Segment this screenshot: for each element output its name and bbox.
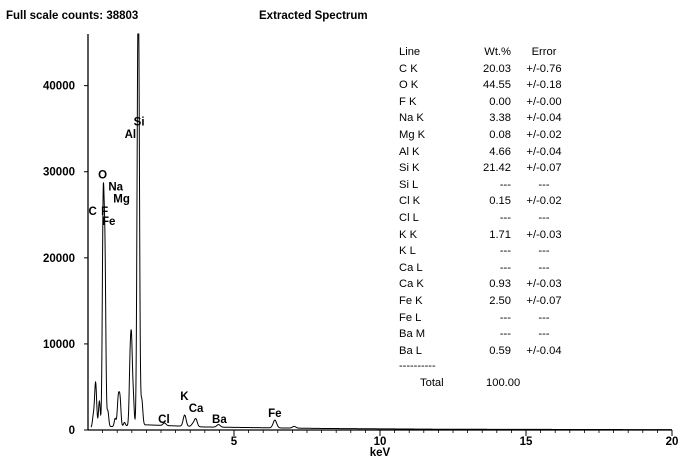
peak-label: O [98, 170, 107, 182]
peak-label: Fe [102, 216, 115, 228]
row-error: --- [538, 178, 550, 191]
row-wt: --- [499, 328, 511, 341]
row-error: +/-0.02 [526, 195, 562, 208]
row-wt: 0.15 [489, 195, 511, 208]
peak-label: Mg [113, 194, 130, 206]
y-tick-label: 0 [69, 425, 75, 437]
row-wt: 20.03 [483, 62, 511, 75]
row-wt: --- [499, 261, 511, 274]
peak-label: Si [134, 116, 145, 128]
row-wt: --- [499, 245, 511, 258]
row-line: Cl L [399, 211, 419, 224]
peak-label: Al [125, 129, 137, 141]
row-error: +/-0.07 [526, 162, 562, 175]
row-wt: 0.00 [489, 95, 511, 108]
peak-label: Ca [189, 403, 204, 415]
row-line: Fe L [399, 311, 422, 324]
row-line: F K [399, 95, 417, 108]
row-line: O K [399, 79, 419, 92]
row-wt: --- [499, 311, 511, 324]
row-error: --- [538, 261, 550, 274]
row-line: K L [399, 245, 416, 258]
x-tick-label: 10 [374, 436, 387, 448]
row-error: +/-0.18 [526, 79, 562, 92]
peak-label: Fe [268, 408, 281, 420]
row-line: Fe K [399, 294, 423, 307]
row-wt: 2.50 [489, 294, 511, 307]
row-wt: 4.66 [489, 145, 511, 158]
total-value: 100.00 [486, 377, 521, 389]
row-error: --- [538, 211, 550, 224]
column-header-line: Line [399, 46, 421, 58]
row-line: Si K [399, 162, 420, 175]
x-tick-label: 20 [666, 436, 679, 448]
column-header-wt: Wt.% [484, 46, 511, 58]
row-wt: 3.38 [489, 112, 511, 125]
row-line: C K [399, 62, 418, 75]
row-line: Si L [399, 178, 419, 191]
row-wt: 0.93 [489, 278, 511, 291]
row-wt: 21.42 [483, 162, 511, 175]
row-error: +/-0.04 [526, 344, 562, 357]
table-separator: ---------- [399, 360, 436, 372]
row-wt: 1.71 [489, 228, 511, 241]
row-error: --- [538, 328, 550, 341]
y-tick-label: 30000 [43, 167, 75, 179]
row-wt: --- [499, 211, 511, 224]
column-header-error: Error [531, 46, 557, 58]
peak-label: K [180, 391, 189, 403]
peak-label: Ba [212, 414, 227, 426]
row-line: Cl K [399, 195, 421, 208]
x-tick-label: 5 [231, 436, 238, 448]
row-line: Ba L [399, 344, 423, 357]
row-error: +/-0.76 [526, 62, 562, 75]
row-error: --- [538, 311, 550, 324]
peak-label: Cl [158, 414, 170, 426]
row-line: Na K [399, 112, 424, 125]
x-tick-label: 15 [520, 436, 533, 448]
row-error: +/-0.02 [526, 128, 562, 141]
row-line: Mg K [399, 128, 426, 141]
row-wt: 44.55 [483, 79, 511, 92]
row-wt: 0.08 [489, 128, 511, 141]
row-line: Ca L [399, 261, 423, 274]
y-tick-label: 40000 [43, 81, 75, 93]
row-error: +/-0.03 [526, 228, 562, 241]
row-error: +/-0.04 [526, 112, 562, 125]
row-line: K K [399, 228, 418, 241]
spectrum-line [90, 33, 672, 431]
row-error: +/-0.03 [526, 278, 562, 291]
total-label: Total [420, 377, 444, 389]
row-line: Ca K [399, 278, 424, 291]
row-line: Ba M [399, 328, 426, 341]
row-wt: --- [499, 178, 511, 191]
y-tick-label: 10000 [43, 339, 75, 351]
row-error: --- [538, 245, 550, 258]
peak-label: C [89, 206, 97, 218]
y-tick-label: 20000 [43, 253, 75, 265]
x-axis-label: keV [370, 447, 391, 457]
full-scale-counts: Full scale counts: 38803 [6, 10, 139, 22]
row-error: +/-0.07 [526, 294, 562, 307]
chart-title: Extracted Spectrum [259, 10, 368, 22]
row-error: +/-0.04 [526, 145, 562, 158]
row-error: +/-0.00 [526, 95, 562, 108]
row-line: Al K [399, 145, 420, 158]
peak-label: F [101, 206, 108, 218]
peak-label: Na [108, 182, 123, 194]
row-wt: 0.59 [489, 344, 511, 357]
